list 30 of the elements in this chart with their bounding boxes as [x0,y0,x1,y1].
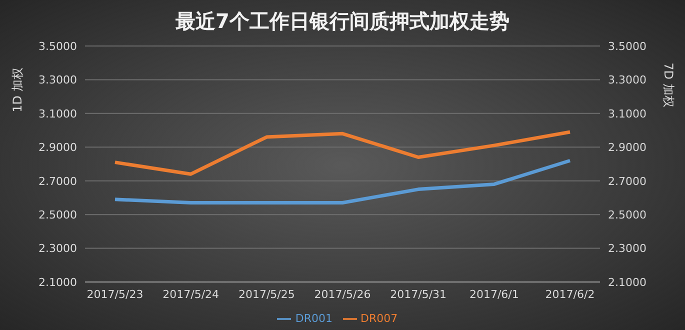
y-tick-label: 3.3000 [38,74,77,87]
y2-tick-label: 2.7000 [608,174,646,188]
y-tick-label: 3.5000 [38,40,77,53]
y-tick-label: 2.5000 [38,208,77,222]
x-tick-label: 2017/5/26 [314,288,371,301]
x-tick-label: 2017/5/24 [162,288,220,301]
y2-tick-label: 3.3000 [608,74,646,87]
x-tick-label: 2017/5/23 [86,288,144,301]
y-tick-label: 2.1000 [38,276,77,289]
x-tick-label: 2017/6/1 [469,288,519,301]
y-axis-title: 1D 加权 [10,68,26,112]
x-tick-label: 2017/5/31 [390,288,447,301]
chart-title: 最近7个工作日银行间质押式加权走势 [174,8,510,35]
y2-tick-label: 2.1000 [608,276,646,289]
y-tick-label: 3.1000 [38,107,77,120]
y-tick-label: 2.3000 [38,242,77,256]
y2-tick-label: 3.1000 [608,107,646,120]
y2-axis-title: 7D 加权 [660,62,676,108]
y2-tick-label: 3.5000 [608,40,646,53]
legend-label: DR001 [295,312,332,326]
legend-label: DR007 [360,312,398,326]
x-tick-label: 2017/6/2 [545,288,595,301]
x-tick-label: 2017/5/25 [238,288,295,301]
y-tick-label: 2.9000 [38,141,77,154]
y2-tick-label: 2.9000 [608,141,646,154]
line-series [113,130,572,176]
y-tick-label: 2.7000 [38,174,77,188]
y2-tick-label: 2.3000 [608,242,646,256]
line-series [113,158,572,205]
y2-tick-label: 2.5000 [608,208,646,222]
